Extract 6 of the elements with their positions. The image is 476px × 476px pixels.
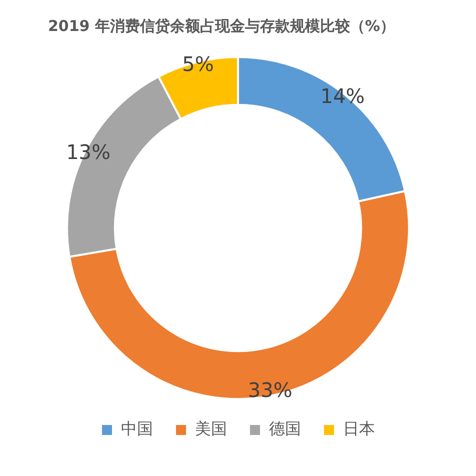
legend-label: 中国 [121, 419, 153, 438]
data-label: 33% [248, 378, 292, 402]
legend-label: 日本 [343, 419, 375, 438]
legend-label: 美国 [195, 419, 227, 438]
legend-label: 德国 [269, 419, 301, 438]
chart-title: 2019 年消费信贷余额占现金与存款规模比较（%） [48, 16, 395, 35]
